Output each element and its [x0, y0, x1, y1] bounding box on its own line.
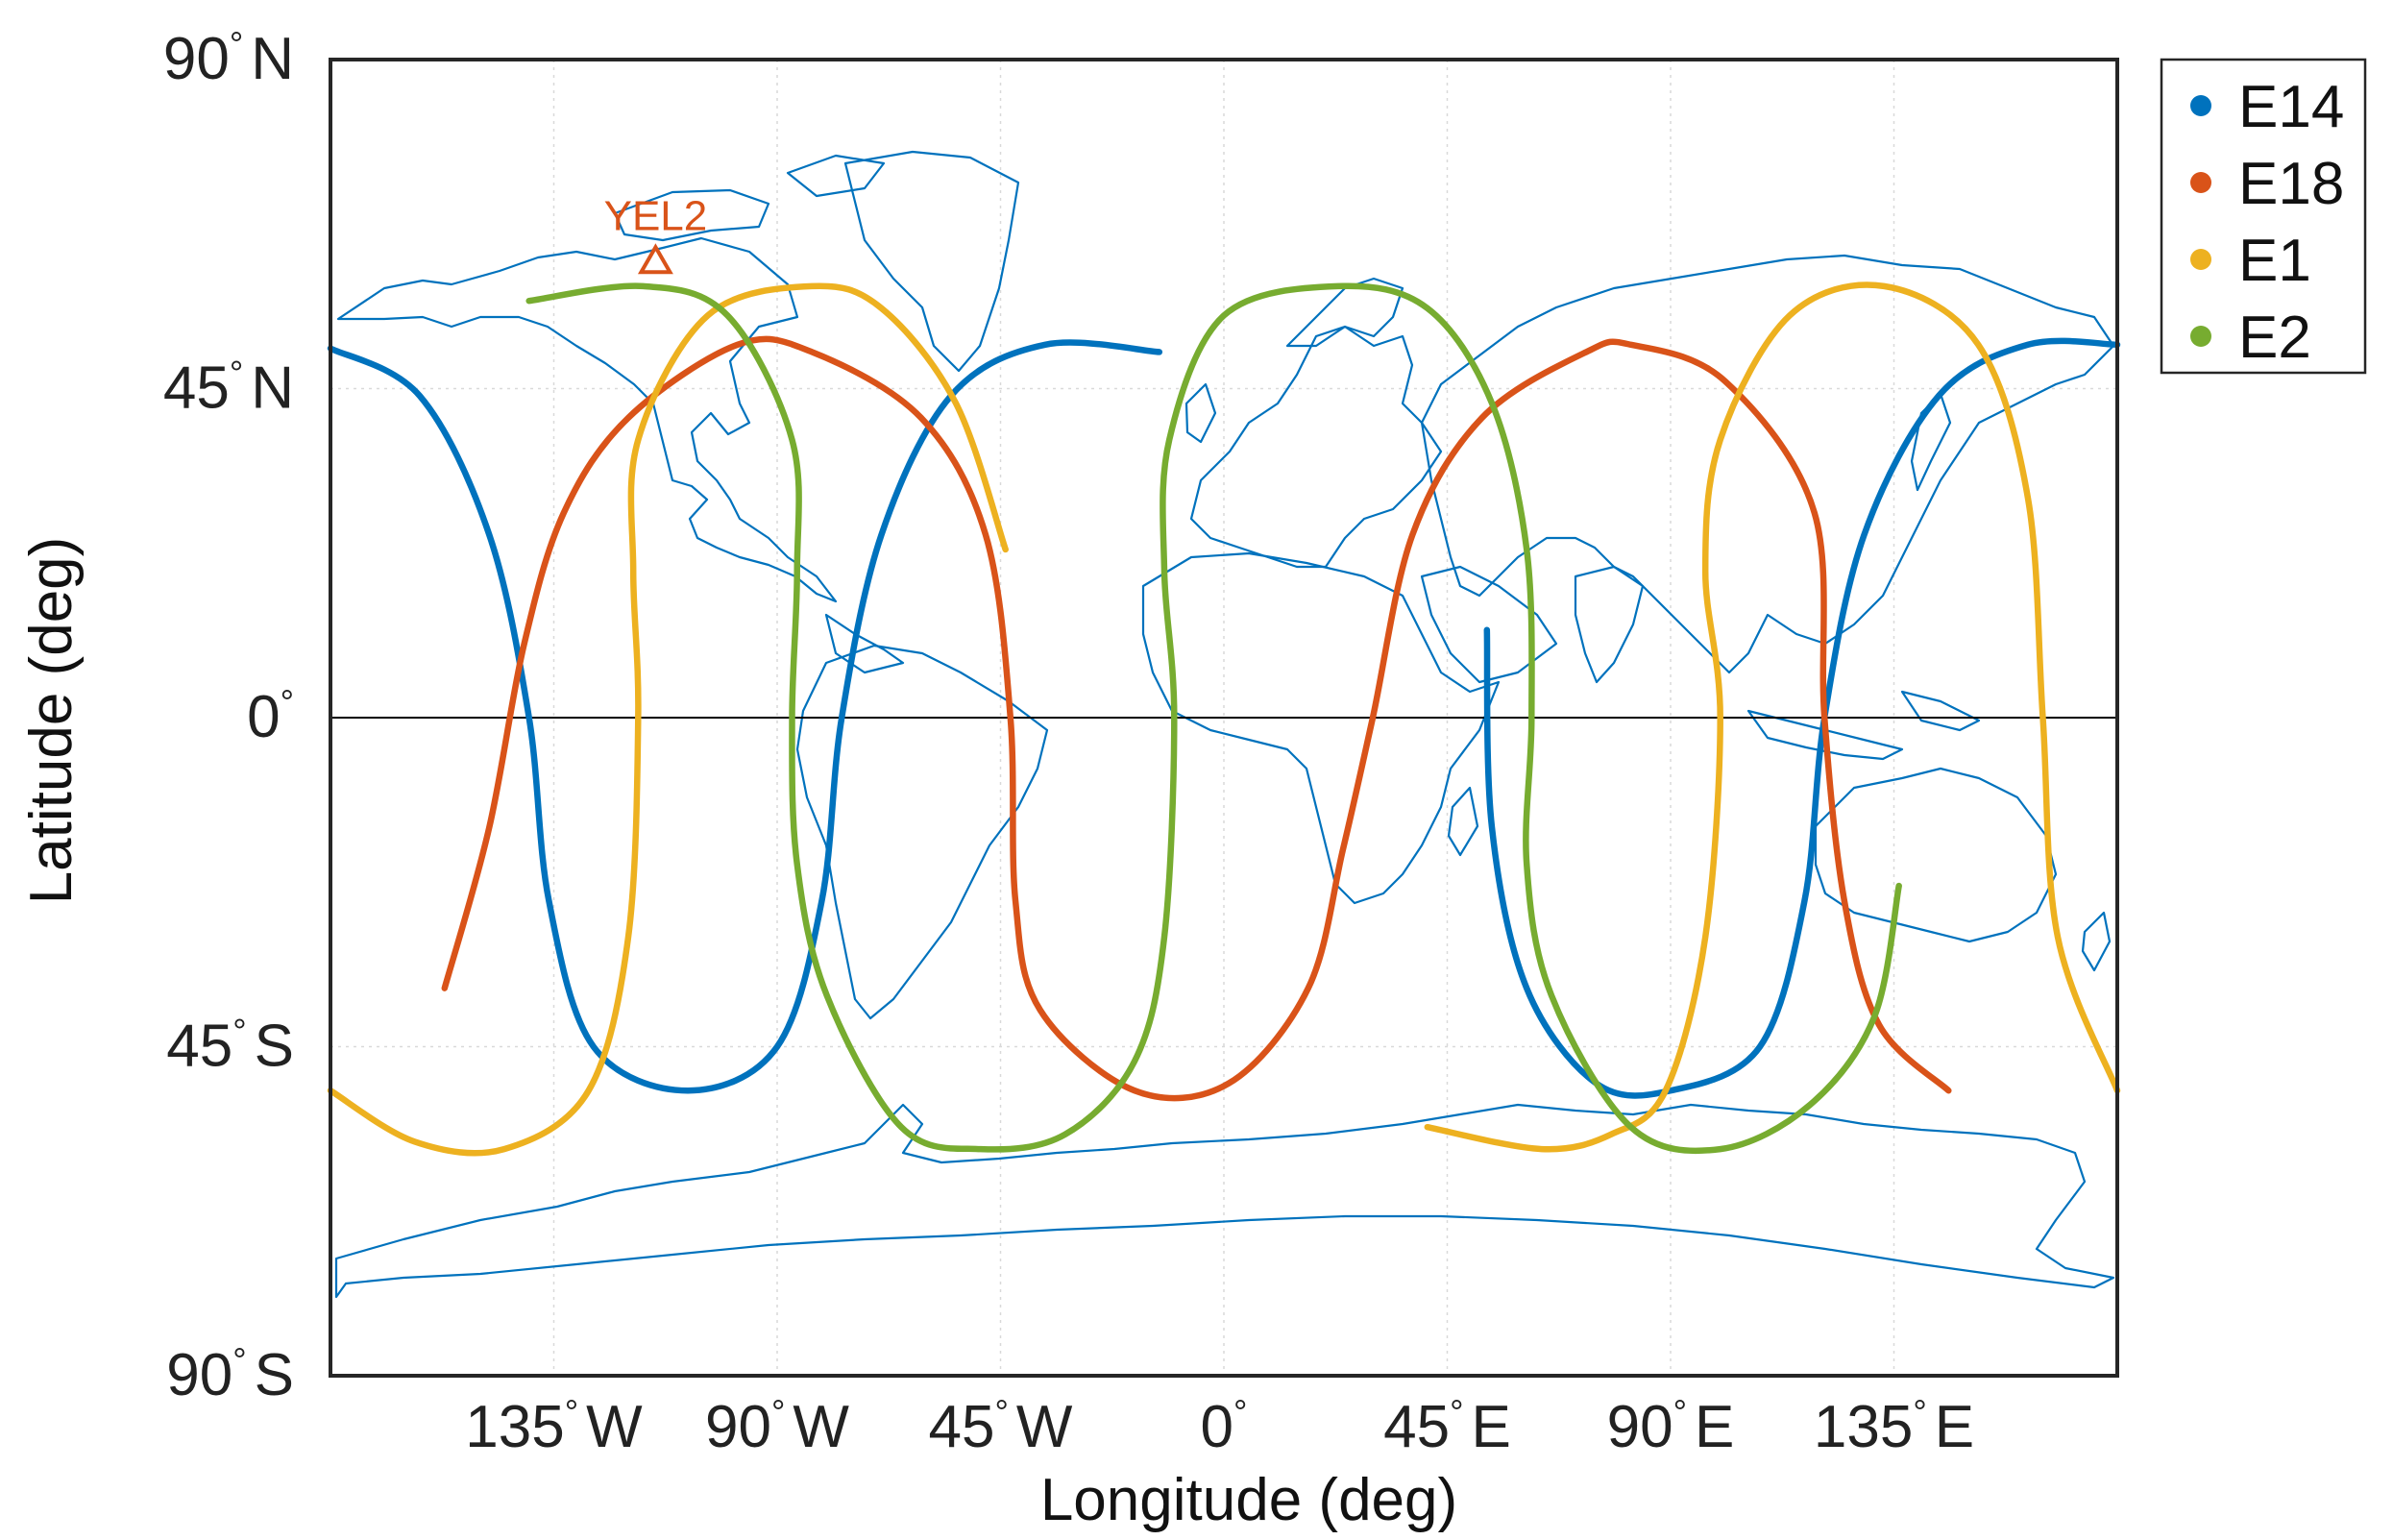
british-isles-outline [1184, 382, 1217, 444]
station-marker-triangle [637, 243, 673, 275]
south-america-outline [795, 644, 1049, 1020]
legend: E14 E18 E1 E2 [2160, 58, 2367, 375]
plot-area-frame [329, 58, 2119, 1378]
x-tick-label: 0° [1201, 1392, 1248, 1460]
x-tick-label: 45° W [929, 1392, 1073, 1460]
x-tick-label: 90° W [705, 1392, 849, 1460]
x-tick-label: 90° E [1607, 1392, 1735, 1460]
station-label: YEL2 [604, 192, 708, 239]
indonesia-outline [1746, 709, 1904, 761]
legend-label-e18: E18 [2238, 151, 2344, 217]
legend-label-e2: E2 [2238, 305, 2311, 371]
series-line-e18 [441, 335, 1952, 1102]
y-axis-label: Latitude (deg) [18, 537, 85, 905]
series-line-e14 [1483, 337, 2121, 1099]
y-tick-label: 0° [247, 682, 294, 750]
x-tick-label: 135° E [1814, 1392, 1974, 1460]
india-outline [1574, 565, 1645, 684]
series-line-e1 [327, 282, 1009, 1157]
series-e2 [525, 282, 1902, 1155]
x-tick-labels: 135° W 90° W 45° W 0° 45° E 90° E 135° E [465, 1392, 1974, 1460]
legend-label-e1: E1 [2238, 228, 2311, 294]
greenland-outline [843, 150, 1020, 373]
series-e18 [441, 335, 1952, 1102]
antarctica-outline [334, 1103, 2115, 1299]
y-tick-labels: 90° N 45° N 0° 45° S 90° S [163, 24, 294, 1408]
y-tick-label: 45° N [163, 354, 294, 422]
arctic-islands-outline [613, 188, 770, 242]
arabia-outline [1420, 565, 1558, 684]
station-layer: YEL2 [604, 192, 708, 275]
legend-label-e14: E14 [2238, 74, 2344, 140]
north-america-outline [336, 236, 838, 603]
legend-items: E14 E18 E1 E2 [2190, 74, 2344, 371]
africa-outline [1141, 551, 1501, 905]
y-tick-label: 45° S [166, 1012, 294, 1080]
europe-outline [1189, 325, 1443, 569]
new-guinea-outline [1900, 690, 1981, 732]
scandinavia-outline [1285, 277, 1404, 348]
legend-marker-e18 [2190, 172, 2211, 193]
asia-outline [1420, 254, 2115, 674]
y-tick-label: 90° S [166, 1340, 294, 1408]
new-zealand-outline [2081, 911, 2112, 972]
series-line-e1 [1424, 281, 2121, 1153]
x-tick-label: 45° E [1383, 1392, 1511, 1460]
series-line-e2 [525, 282, 1902, 1155]
madagascar-outline [1447, 786, 1479, 857]
series-layer [327, 281, 2121, 1157]
x-tick-label: 135° W [465, 1392, 643, 1460]
legend-marker-e14 [2190, 95, 2211, 116]
arctic-island-outline [786, 154, 886, 198]
y-tick-label: 90° N [163, 24, 294, 92]
legend-marker-e1 [2190, 249, 2211, 270]
x-axis-label: Longitude (deg) [1040, 1467, 1457, 1533]
series-e1 [327, 281, 2121, 1157]
legend-marker-e2 [2190, 326, 2211, 347]
